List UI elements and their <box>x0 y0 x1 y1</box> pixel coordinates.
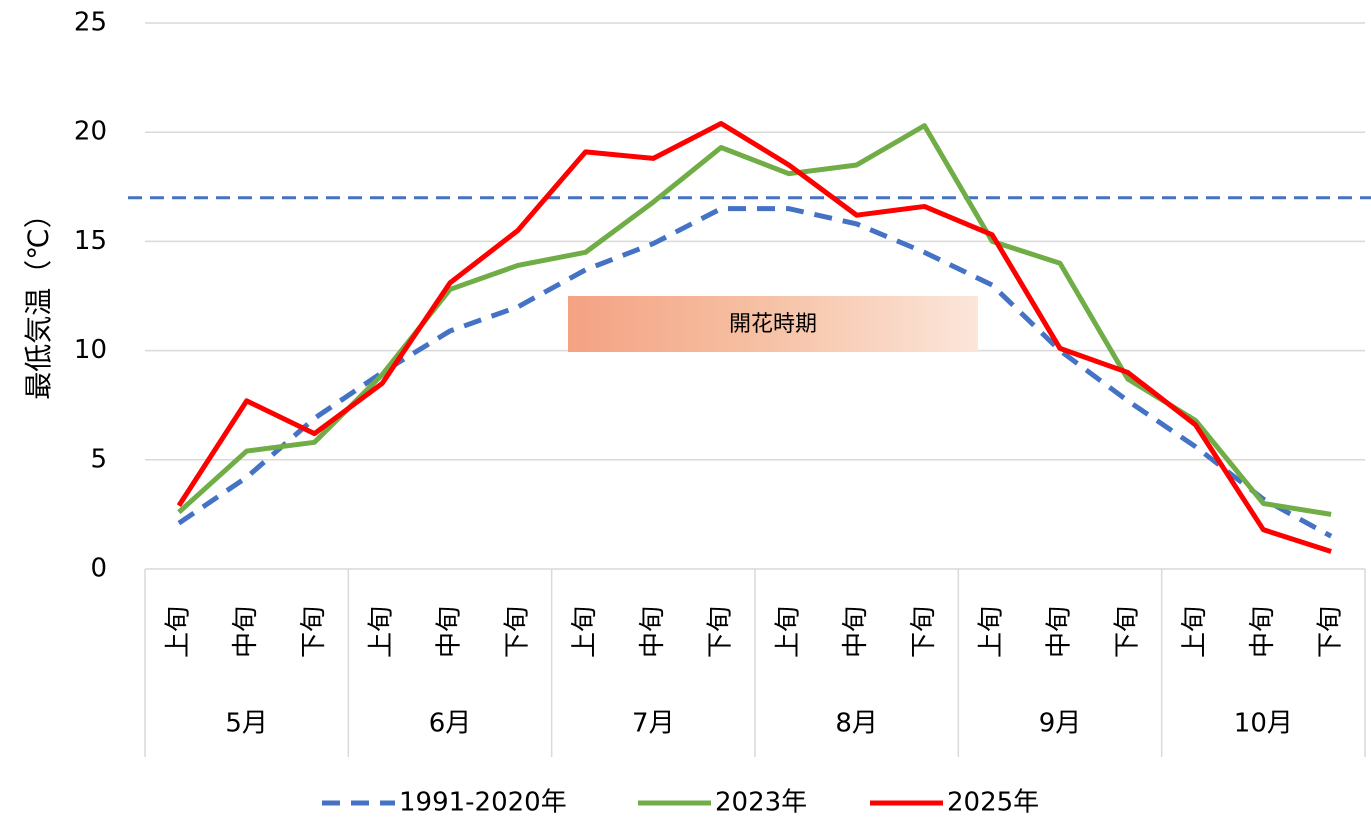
x-tick-label: 下旬 <box>299 606 329 658</box>
group-label: 8月 <box>835 709 878 739</box>
x-tick-label: 下旬 <box>1316 606 1346 658</box>
x-tick-label: 中旬 <box>841 606 871 658</box>
x-tick-label: 下旬 <box>706 606 736 658</box>
group-label: 10月 <box>1234 709 1293 739</box>
y-tick-label: 15 <box>74 226 107 256</box>
x-tick-label: 上旬 <box>570 606 600 658</box>
y-tick-label: 10 <box>74 335 107 365</box>
annotation-label: 開花時期 <box>729 312 817 337</box>
legend-label: 2023年 <box>715 788 807 818</box>
legend-label: 2025年 <box>947 788 1039 818</box>
x-tick-label: 中旬 <box>1045 606 1075 658</box>
x-tick-label: 上旬 <box>773 606 803 658</box>
group-label: 9月 <box>1039 709 1082 739</box>
x-tick-label: 下旬 <box>909 606 939 658</box>
legend-label: 1991-2020年 <box>399 788 567 818</box>
group-label: 5月 <box>225 709 268 739</box>
y-tick-label: 25 <box>74 8 107 38</box>
y-tick-label: 5 <box>90 444 107 474</box>
x-tick-label: 中旬 <box>1248 606 1278 658</box>
group-label: 6月 <box>429 709 472 739</box>
x-tick-label: 下旬 <box>1112 606 1142 658</box>
x-tick-label: 下旬 <box>502 606 532 658</box>
group-label: 7月 <box>632 709 675 739</box>
y-tick-label: 0 <box>90 554 107 584</box>
x-tick-label: 上旬 <box>1180 606 1210 658</box>
annotation-box <box>568 296 978 352</box>
x-tick-label: 中旬 <box>435 606 465 658</box>
x-tick-label: 上旬 <box>163 606 193 658</box>
y-axis-label: 最低気温（℃） <box>22 200 55 399</box>
x-tick-label: 中旬 <box>231 606 261 658</box>
x-tick-label: 中旬 <box>638 606 668 658</box>
y-tick-label: 20 <box>74 117 107 147</box>
series-line <box>177 206 1333 539</box>
series-line <box>177 123 1332 517</box>
x-tick-label: 上旬 <box>367 606 397 658</box>
series-line <box>176 120 1332 554</box>
x-tick-label: 上旬 <box>977 606 1007 658</box>
